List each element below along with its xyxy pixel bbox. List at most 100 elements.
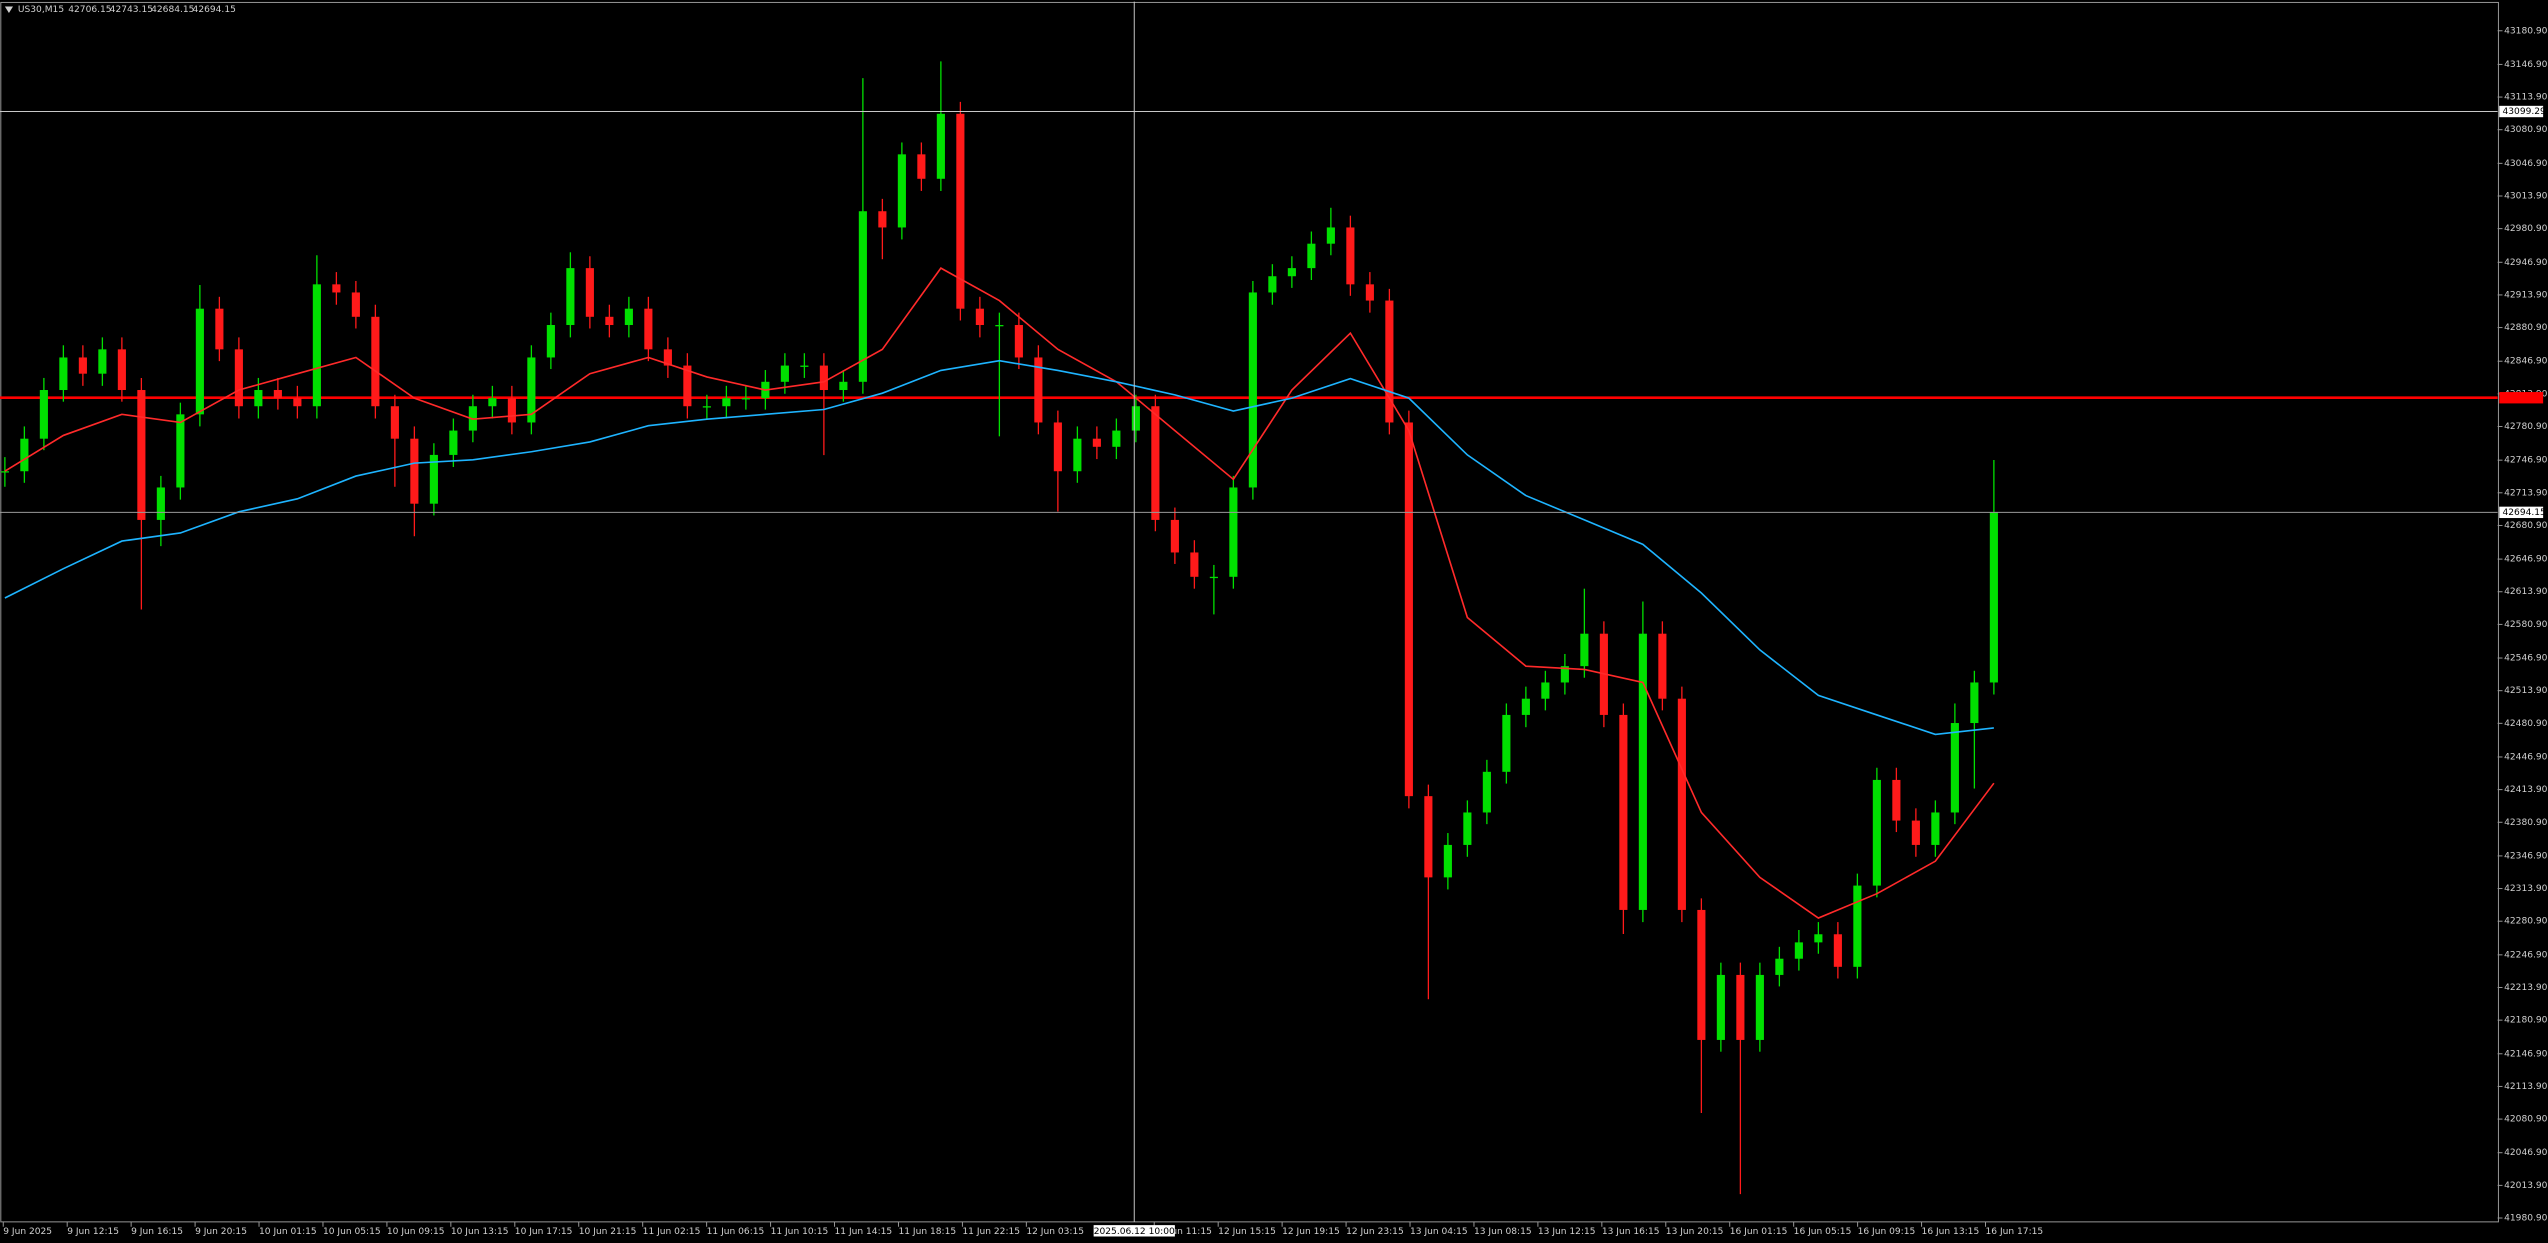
y-tick-label: 42080.90 <box>2504 1115 2548 1125</box>
candle-body <box>1112 430 1121 447</box>
candle-body <box>839 381 848 391</box>
candle-body <box>293 398 302 407</box>
header-value: 42684.15 <box>151 5 194 15</box>
candle-body <box>1131 406 1140 431</box>
candle-body <box>936 113 945 179</box>
candle-body <box>215 308 224 350</box>
y-tick-label: 42646.90 <box>2504 555 2548 565</box>
candle-body <box>917 154 926 179</box>
menu-icon[interactable] <box>4 6 13 13</box>
candle-body <box>1190 552 1199 577</box>
candle-body <box>663 349 672 366</box>
x-tick-label: 10 Jun 01:15 <box>259 1227 317 1237</box>
x-tick-label: 10 Jun 17:15 <box>515 1227 573 1237</box>
x-tick-label: 12 Jun 15:15 <box>1218 1227 1276 1237</box>
candle-body <box>1346 227 1355 285</box>
candle-body <box>0 471 9 473</box>
y-tick-label: 42513.90 <box>2504 686 2548 696</box>
x-tick-label: 10 Jun 05:15 <box>323 1227 381 1237</box>
x-tick-label: 13 Jun 20:15 <box>1666 1227 1724 1237</box>
y-tick-label: 42280.90 <box>2504 917 2548 927</box>
candle-body <box>1443 844 1452 878</box>
y-tick-label: 42780.90 <box>2504 422 2548 432</box>
candle-body <box>1697 909 1706 1040</box>
candle-body <box>1911 820 1920 845</box>
ma-line <box>4 359 1994 736</box>
candle-body <box>1892 779 1901 821</box>
candle-body <box>1736 974 1745 1040</box>
candle-body <box>1073 438 1082 472</box>
candle-body <box>1385 300 1394 423</box>
candle-body <box>741 398 750 400</box>
y-tick-label: 42913.90 <box>2504 290 2548 300</box>
candle-body <box>1755 974 1764 1040</box>
candle-body <box>1482 771 1491 813</box>
candle-body <box>1365 284 1374 301</box>
x-tick-label: 10 Jun 21:15 <box>579 1227 637 1237</box>
candle-body <box>1716 974 1725 1040</box>
candle-body <box>605 316 614 326</box>
candle-body <box>566 268 575 326</box>
candle-body <box>702 406 711 408</box>
candle-body <box>1463 812 1472 845</box>
x-tick-label: 16 Jun 13:15 <box>1922 1227 1980 1237</box>
candle-body <box>1326 227 1335 244</box>
candle-body <box>1775 958 1784 975</box>
candle-body <box>488 398 497 407</box>
candle-body <box>644 308 653 350</box>
y-tick-label: 42846.90 <box>2504 357 2548 367</box>
candle-body <box>1638 633 1647 910</box>
x-tick-label: 13 Jun 08:15 <box>1474 1227 1532 1237</box>
y-tick-label: 42446.90 <box>2504 752 2548 762</box>
x-tick-label: 9 Jun 12:15 <box>67 1227 119 1237</box>
x-tick-label: 9 Jun 20:15 <box>195 1227 247 1237</box>
candle-body <box>1580 633 1589 667</box>
candle-body <box>1092 438 1101 447</box>
candle-body <box>1560 666 1569 683</box>
y-tick-label: 43013.90 <box>2504 191 2548 201</box>
x-tick-label: 9 Jun 16:15 <box>131 1227 183 1237</box>
y-tick-label: 43046.90 <box>2504 159 2548 169</box>
candle-body <box>332 284 341 293</box>
candle-body <box>1619 714 1628 910</box>
candle-body <box>1502 714 1511 772</box>
x-tick-label: 16 Jun 05:15 <box>1794 1227 1852 1237</box>
y-tick-label: 42246.90 <box>2504 950 2548 960</box>
candle-body <box>1677 698 1686 910</box>
candle-body <box>1794 942 1803 959</box>
candle-body <box>1170 519 1179 553</box>
candle-body <box>429 454 438 504</box>
candle-body <box>995 325 1004 327</box>
y-tick-label: 42546.90 <box>2504 654 2548 664</box>
header-value: 42706.15 <box>68 5 111 15</box>
y-tick-label: 41980.90 <box>2504 1214 2548 1224</box>
x-tick-label: 11 Jun 10:15 <box>771 1227 829 1237</box>
header-value: 42743.15 <box>110 5 153 15</box>
x-tick-label: 13 Jun 04:15 <box>1410 1227 1468 1237</box>
candle-body <box>20 438 29 472</box>
y-tick-label: 42380.90 <box>2504 818 2548 828</box>
candle-body <box>156 487 165 520</box>
candle-body <box>1541 682 1550 699</box>
candle-body <box>234 349 243 407</box>
candle-body <box>624 308 633 326</box>
candle-body <box>1229 487 1238 577</box>
x-tick-label: 12 Jun 23:15 <box>1346 1227 1404 1237</box>
candle-body <box>1014 325 1023 358</box>
y-tick-label: 42413.90 <box>2504 785 2548 795</box>
candle-body <box>956 113 965 309</box>
y-tick-label: 43080.90 <box>2504 125 2548 135</box>
y-tick-label: 42146.90 <box>2504 1049 2548 1059</box>
crosshair-x-box <box>1093 1225 1175 1237</box>
candle-body <box>507 398 516 423</box>
candle-body <box>722 398 731 407</box>
candle-body <box>371 316 380 407</box>
candle-body <box>39 390 48 439</box>
candle-body <box>390 406 399 439</box>
candle-body <box>78 357 87 374</box>
candle-body <box>59 357 68 391</box>
y-tick-label: 42680.90 <box>2504 521 2548 531</box>
candle-body <box>1853 885 1862 967</box>
